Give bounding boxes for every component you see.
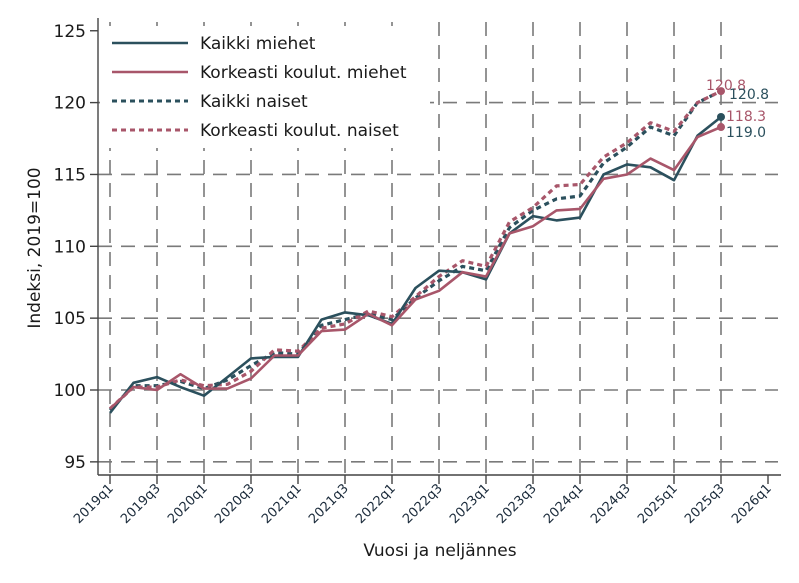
x-tick-label: 2025q1: [635, 481, 681, 527]
legend: Kaikki miehet Korkeasti koulut. miehet Kai…: [100, 26, 430, 148]
end-value-label: 119.0: [726, 125, 766, 141]
series-line-3: [108, 89, 722, 410]
x-tick-label: 2024q1: [541, 481, 587, 527]
end-value-label: 118.3: [726, 109, 766, 125]
y-tick-label: 125: [54, 22, 86, 42]
x-tick-label: 2019q3: [118, 481, 164, 527]
x-tick-label: 2026q1: [729, 481, 775, 527]
x-tick-label: 2023q3: [494, 481, 540, 527]
x-tick-label: 2023q1: [447, 481, 493, 527]
x-tick-label: 2020q1: [165, 481, 211, 527]
legend-box: [100, 26, 430, 148]
y-tick-label: 120: [54, 94, 86, 114]
x-tick-label: 2019q1: [71, 481, 117, 527]
legend-label: Kaikki naiset: [200, 92, 308, 112]
y-tick-label: 100: [54, 381, 86, 401]
end-marker: [717, 87, 725, 96]
y-tick-label: 95: [64, 453, 86, 473]
x-tick-label: 2020q3: [212, 481, 258, 527]
series-lines: [108, 89, 722, 414]
x-tick-label: 2022q3: [400, 481, 446, 527]
y-tick-label: 115: [54, 165, 86, 185]
x-tick-label: 2021q1: [259, 481, 305, 527]
legend-label: Korkeasti koulut. miehet: [200, 63, 407, 83]
end-marker: [717, 123, 725, 132]
y-tick-label: 105: [54, 309, 86, 329]
x-tick-label: 2022q1: [353, 481, 399, 527]
series-line-1: [109, 125, 722, 410]
y-tick-label: 110: [54, 237, 86, 257]
end-marker: [717, 112, 725, 121]
end-value-label: 120.8: [706, 78, 746, 94]
legend-label: Kaikki miehet: [200, 34, 316, 54]
end-value-label: 120.8: [729, 87, 769, 103]
x-tick-label: 2024q3: [588, 481, 634, 527]
series-line-0: [108, 115, 722, 414]
x-tick-label: 2021q3: [306, 481, 352, 527]
x-tick-label: 2025q3: [682, 481, 728, 527]
x-axis-title: Vuosi ja neljännes: [363, 541, 516, 561]
y-axis-title: Indeksi, 2019=100: [25, 167, 45, 328]
legend-label: Korkeasti koulut. naiset: [200, 121, 399, 141]
